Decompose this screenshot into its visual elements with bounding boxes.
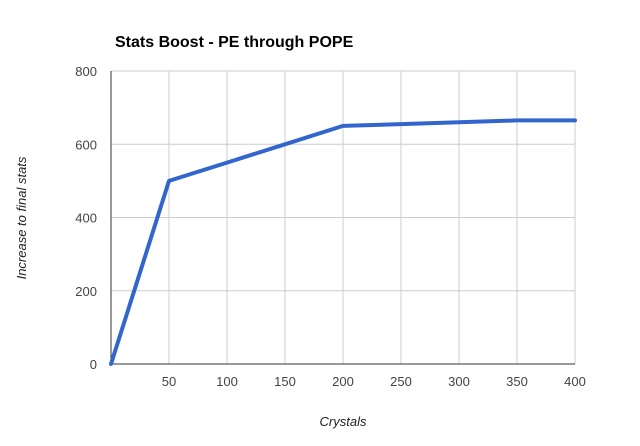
y-tick-label: 0 xyxy=(90,357,97,372)
x-tick-label: 50 xyxy=(162,374,176,389)
x-tick-label: 350 xyxy=(506,374,528,389)
y-gridlines xyxy=(111,70,575,292)
x-tick-label: 150 xyxy=(274,374,296,389)
x-tick-label: 200 xyxy=(332,374,354,389)
y-tick-label: 400 xyxy=(75,211,97,226)
x-tick-label: 300 xyxy=(448,374,470,389)
x-tick-label: 250 xyxy=(390,374,412,389)
x-axis-label: Crystals xyxy=(320,414,367,429)
y-tick-label: 200 xyxy=(75,284,97,299)
axes xyxy=(110,71,575,365)
y-tick-label: 800 xyxy=(75,64,97,79)
chart-title: Stats Boost - PE through POPE xyxy=(115,34,354,51)
x-tick-label: 100 xyxy=(216,374,238,389)
y-tick-label: 600 xyxy=(75,137,97,152)
x-tick-labels: 50 100 150 200 250 300 350 400 xyxy=(162,374,586,389)
x-tick-label: 400 xyxy=(564,374,586,389)
series-group xyxy=(109,118,577,366)
series-line xyxy=(109,118,577,366)
y-axis-label: Increase to final stats xyxy=(14,156,29,279)
y-tick-labels: 0 200 400 600 800 xyxy=(75,64,97,372)
